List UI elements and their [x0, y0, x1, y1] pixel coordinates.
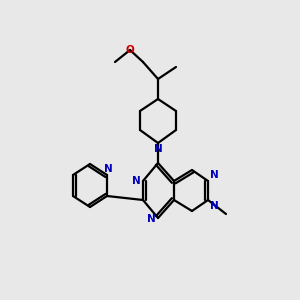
Text: N: N — [210, 201, 219, 211]
Text: N: N — [103, 164, 112, 174]
Text: N: N — [210, 170, 219, 180]
Text: O: O — [126, 45, 134, 55]
Text: N: N — [147, 214, 156, 224]
Text: N: N — [132, 176, 141, 186]
Text: N: N — [154, 144, 162, 154]
